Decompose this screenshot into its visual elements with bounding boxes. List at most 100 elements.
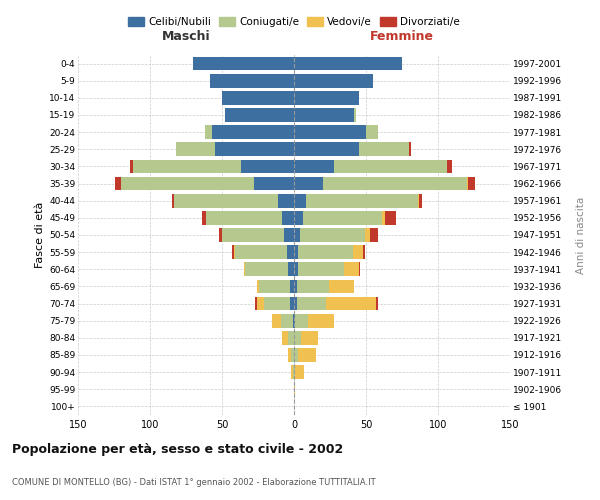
Bar xyxy=(121,176,254,190)
Bar xyxy=(283,331,288,344)
Text: Maschi: Maschi xyxy=(161,30,211,43)
Bar xyxy=(353,246,363,259)
Bar xyxy=(205,126,212,139)
Bar xyxy=(382,211,385,224)
Bar xyxy=(294,246,298,259)
Bar xyxy=(290,296,294,310)
Bar xyxy=(446,160,452,173)
Bar xyxy=(418,194,419,207)
Bar xyxy=(294,108,355,122)
Bar xyxy=(222,228,284,242)
Bar xyxy=(365,228,370,242)
Bar xyxy=(175,194,278,207)
Bar xyxy=(288,331,294,344)
Bar xyxy=(294,126,366,139)
Bar xyxy=(363,246,365,259)
Bar xyxy=(294,194,305,207)
Bar xyxy=(297,280,329,293)
Bar xyxy=(294,314,295,328)
Bar xyxy=(298,262,344,276)
Bar xyxy=(301,331,319,344)
Bar xyxy=(294,366,295,379)
Bar xyxy=(385,211,396,224)
Bar xyxy=(295,366,304,379)
Bar xyxy=(334,160,446,173)
Bar xyxy=(302,211,382,224)
Bar xyxy=(225,108,294,122)
Bar xyxy=(288,348,291,362)
Bar xyxy=(298,246,353,259)
Text: Femmine: Femmine xyxy=(370,30,434,43)
Bar xyxy=(176,142,215,156)
Bar xyxy=(370,228,377,242)
Bar xyxy=(193,56,294,70)
Bar xyxy=(215,142,294,156)
Bar xyxy=(355,108,356,122)
Bar xyxy=(232,246,233,259)
Bar xyxy=(297,296,326,310)
Bar xyxy=(264,296,290,310)
Bar xyxy=(241,160,294,173)
Bar xyxy=(130,160,133,173)
Bar xyxy=(294,91,359,104)
Bar xyxy=(294,296,297,310)
Bar xyxy=(294,160,334,173)
Bar xyxy=(133,160,241,173)
Bar xyxy=(211,74,294,88)
Bar xyxy=(294,382,295,396)
Bar xyxy=(294,331,301,344)
Bar xyxy=(235,246,287,259)
Bar xyxy=(359,142,409,156)
Bar xyxy=(272,314,281,328)
Bar xyxy=(295,314,308,328)
Y-axis label: Anni di nascita: Anni di nascita xyxy=(576,196,586,274)
Bar xyxy=(212,126,294,139)
Bar xyxy=(257,280,259,293)
Bar xyxy=(294,176,323,190)
Bar xyxy=(291,366,293,379)
Bar xyxy=(233,246,235,259)
Bar xyxy=(294,56,402,70)
Bar xyxy=(329,280,355,293)
Bar xyxy=(323,176,467,190)
Bar xyxy=(294,280,297,293)
Bar xyxy=(409,142,410,156)
Bar xyxy=(294,142,359,156)
Bar xyxy=(244,262,245,276)
Bar xyxy=(291,348,294,362)
Bar xyxy=(254,176,294,190)
Bar xyxy=(290,280,294,293)
Bar xyxy=(257,296,264,310)
Text: Popolazione per età, sesso e stato civile - 2002: Popolazione per età, sesso e stato civil… xyxy=(12,442,343,456)
Bar xyxy=(245,262,288,276)
Bar xyxy=(172,194,175,207)
Bar xyxy=(222,91,294,104)
Bar xyxy=(298,348,316,362)
Bar xyxy=(294,348,298,362)
Bar xyxy=(283,211,294,224)
Bar xyxy=(294,211,302,224)
Bar xyxy=(206,211,283,224)
Bar xyxy=(294,228,300,242)
Text: COMUNE DI MONTELLO (BG) - Dati ISTAT 1° gennaio 2002 - Elaborazione TUTTITALIA.I: COMUNE DI MONTELLO (BG) - Dati ISTAT 1° … xyxy=(12,478,376,487)
Bar xyxy=(293,366,294,379)
Bar xyxy=(293,314,294,328)
Bar xyxy=(259,280,290,293)
Bar xyxy=(115,176,121,190)
Bar xyxy=(344,262,359,276)
Bar xyxy=(305,194,418,207)
Bar xyxy=(359,262,360,276)
Bar xyxy=(376,296,377,310)
Bar xyxy=(287,246,294,259)
Bar xyxy=(366,126,377,139)
Bar xyxy=(308,314,334,328)
Bar xyxy=(219,228,222,242)
Bar xyxy=(294,262,298,276)
Y-axis label: Fasce di età: Fasce di età xyxy=(35,202,45,268)
Bar xyxy=(294,74,373,88)
Bar xyxy=(326,296,376,310)
Bar xyxy=(278,194,294,207)
Bar xyxy=(419,194,422,207)
Bar xyxy=(300,228,365,242)
Bar xyxy=(281,314,293,328)
